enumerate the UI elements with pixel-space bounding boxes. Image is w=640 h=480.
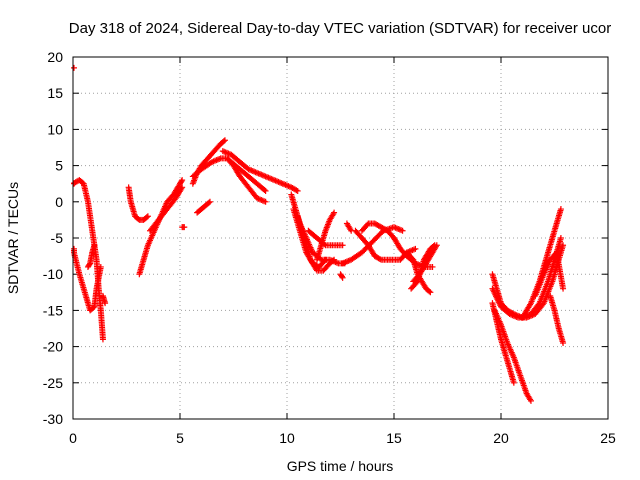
series-arc-34 [547, 292, 567, 346]
y-tick-label: -30 [43, 411, 63, 427]
data-point [430, 243, 437, 250]
series-arc-22 [352, 227, 419, 263]
series-arc-3 [84, 242, 98, 270]
series-arc-7 [147, 184, 186, 234]
series-arc-12 [219, 148, 301, 194]
data-point [331, 209, 338, 216]
data-point [557, 206, 564, 213]
series-arc-33 [532, 249, 567, 299]
data-point [99, 336, 106, 343]
data-point [181, 224, 188, 231]
series-arc-29 [489, 242, 567, 321]
data-point [86, 261, 93, 268]
series-arc-17 [305, 227, 346, 249]
data-point [206, 198, 213, 205]
data-point [221, 137, 228, 144]
data-point [178, 178, 185, 185]
series-arc-2 [71, 177, 106, 343]
series-arc-18 [313, 209, 338, 263]
y-tick-label: 10 [47, 121, 63, 137]
data-point [429, 263, 436, 270]
data-point [338, 273, 345, 280]
data-point [427, 289, 434, 296]
series-arc-4 [99, 292, 109, 307]
data-point [431, 242, 438, 249]
data-point [322, 256, 329, 263]
data-point [144, 213, 151, 220]
y-tick-label: -25 [43, 375, 63, 391]
y-tick-label: -20 [43, 339, 63, 355]
x-tick-label: 5 [176, 430, 184, 446]
x-tick-label: 0 [69, 430, 77, 446]
data-point [91, 242, 98, 249]
data-point [262, 198, 269, 205]
series-arc-19 [337, 271, 346, 281]
data-point [330, 257, 337, 264]
x-tick-label: 15 [386, 430, 402, 446]
x-tick-label: 25 [600, 430, 616, 446]
data-point [143, 214, 150, 221]
data-point [539, 301, 546, 308]
data-point [557, 235, 564, 241]
data-point [412, 245, 419, 252]
series-arc-20 [343, 220, 355, 234]
data-point [262, 187, 269, 194]
data-point [261, 187, 268, 194]
data-point [560, 242, 567, 249]
series-arc-16 [294, 213, 338, 274]
grid [73, 57, 608, 419]
y-tick-label: -10 [43, 266, 63, 282]
data-point [560, 339, 567, 346]
data-point [205, 199, 212, 206]
data-point [179, 177, 186, 184]
data-point [339, 274, 346, 281]
data-point [71, 64, 77, 71]
data-point [510, 379, 517, 386]
y-tick-label: 5 [55, 158, 63, 174]
data-point [178, 185, 185, 192]
series-arc-31 [491, 307, 534, 404]
data-point [527, 397, 534, 404]
data-points [71, 64, 567, 404]
data-point [331, 256, 338, 263]
x-axis-label: GPS time / hours [287, 458, 394, 474]
y-tick-label: 0 [55, 194, 63, 210]
data-point [560, 285, 567, 292]
x-tick-label: 20 [493, 430, 509, 446]
series-arc-27 [408, 242, 438, 292]
y-tick-label: 15 [47, 85, 63, 101]
data-point [426, 288, 433, 295]
data-point [364, 221, 371, 228]
y-tick-label: -15 [43, 302, 63, 318]
data-point [102, 300, 109, 307]
x-tick-label: 10 [279, 430, 295, 446]
data-point [376, 255, 383, 262]
data-point [179, 184, 186, 191]
data-point [294, 187, 301, 194]
y-tick-label: -5 [51, 230, 64, 246]
chart-title: Day 318 of 2024, Sidereal Day-to-day VTE… [69, 20, 611, 37]
plot-frame [72, 56, 609, 420]
data-point [339, 242, 346, 249]
data-point [321, 257, 328, 264]
series-arc-5 [125, 184, 151, 223]
data-point [220, 138, 227, 145]
y-tick-label: 20 [47, 49, 63, 65]
series-arc-8 [179, 224, 188, 231]
series-arc-9 [194, 198, 213, 216]
series-outlier [71, 64, 77, 71]
data-point [293, 187, 300, 194]
data-point [399, 227, 406, 234]
y-axis-label: SDTVAR / TECUs [5, 182, 21, 294]
series-arc-13 [224, 155, 269, 194]
